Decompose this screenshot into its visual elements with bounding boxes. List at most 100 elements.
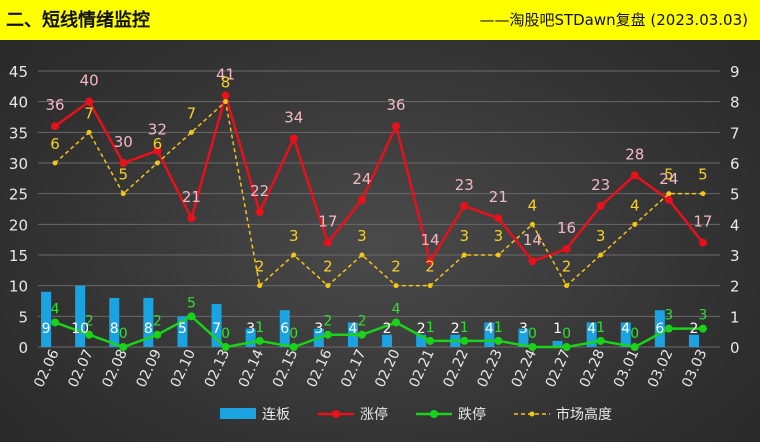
label-lianban: 3 — [519, 321, 528, 337]
label-dieting: 2 — [323, 314, 332, 330]
point-涨停 — [698, 238, 707, 247]
label-height: 6 — [153, 135, 163, 153]
label-dieting: 4 — [392, 301, 401, 317]
label-lianban: 2 — [451, 321, 460, 337]
label-zhangting: 24 — [659, 170, 678, 188]
point-跌停 — [85, 330, 94, 339]
label-lianban: 1 — [553, 321, 562, 337]
point-跌停 — [392, 318, 401, 327]
x-tick: 02.15 — [270, 347, 301, 390]
label-zhangting: 17 — [693, 213, 712, 231]
bar-lianban — [177, 316, 188, 347]
label-height: 8 — [221, 74, 231, 92]
label-height: 3 — [459, 227, 469, 245]
label-lianban: 4 — [348, 321, 357, 337]
point-跌停 — [153, 330, 162, 339]
point-市场高度 — [495, 252, 501, 258]
point-跌停 — [426, 336, 435, 345]
point-市场高度 — [52, 160, 58, 166]
y-tick-left: 15 — [9, 247, 28, 265]
label-height: 2 — [562, 258, 572, 276]
label-lianban: 5 — [178, 321, 187, 337]
label-height: 4 — [528, 196, 538, 214]
line-跌停 — [54, 314, 703, 349]
label-lianban: 4 — [621, 321, 630, 337]
point-涨停 — [426, 257, 435, 266]
point-跌停 — [460, 336, 469, 345]
label-zhangting: 40 — [80, 72, 99, 90]
label-dieting: 4 — [51, 301, 60, 317]
left-axis-ticks: 0 5 10 15 20 25 30 35 40 45 — [9, 63, 28, 357]
label-zhangting: 24 — [352, 170, 371, 188]
label-zhangting: 21 — [489, 188, 508, 206]
label-lianban: 8 — [110, 321, 119, 337]
label-zhangting: 32 — [148, 121, 167, 139]
label-zhangting: 34 — [284, 108, 303, 126]
point-涨停 — [562, 244, 571, 253]
label-zhangting: 21 — [182, 188, 201, 206]
label-height: 3 — [289, 227, 299, 245]
point-市场高度 — [564, 283, 570, 289]
source-credit: ——淘股吧STDawn复盘 (2023.03.03) — [479, 11, 748, 29]
point-跌停 — [221, 343, 230, 351]
point-市场高度 — [632, 221, 638, 227]
bar-lianban — [518, 328, 529, 347]
data-labels: 3640303221412234172436142321141623282417… — [42, 66, 713, 342]
label-zhangting: 17 — [318, 213, 337, 231]
legend-swatch-连板 — [220, 408, 256, 419]
label-height: 2 — [255, 258, 265, 276]
label-dieting: 0 — [221, 326, 230, 342]
label-dieting: 0 — [630, 326, 639, 342]
label-zhangting: 16 — [557, 219, 576, 237]
x-tick: 02.27 — [543, 347, 574, 390]
point-市场高度 — [188, 129, 194, 135]
legend-label-连板: 连板 — [262, 407, 290, 423]
label-dieting: 0 — [289, 326, 298, 342]
point-涨停 — [596, 201, 605, 210]
line-series — [51, 90, 707, 351]
point-市场高度 — [461, 252, 467, 258]
label-lianban: 2 — [689, 321, 698, 337]
bar-lianban — [484, 322, 495, 347]
point-市场高度 — [120, 191, 126, 197]
point-涨停 — [528, 257, 537, 266]
legend-label-市场高度: 市场高度 — [556, 406, 612, 423]
label-height: 6 — [50, 135, 60, 153]
bar-lianban — [416, 334, 427, 347]
point-市场高度 — [598, 252, 604, 258]
x-tick: 02.22 — [440, 347, 471, 390]
label-dieting: 3 — [664, 308, 673, 324]
label-zhangting: 41 — [216, 66, 235, 84]
bar-lianban — [279, 310, 290, 347]
label-lianban: 8 — [144, 321, 153, 337]
bar-lianban — [586, 322, 597, 347]
label-lianban: 2 — [417, 321, 426, 337]
legend-marker-跌停 — [430, 410, 438, 418]
label-zhangting: 14 — [421, 231, 440, 249]
label-dieting: 1 — [596, 320, 605, 336]
point-涨停 — [392, 122, 401, 131]
bar-lianban — [688, 334, 699, 347]
point-涨停 — [630, 171, 639, 180]
point-市场高度 — [529, 221, 535, 227]
y-tick-right: 7 — [730, 124, 740, 142]
bar-lianban — [109, 297, 120, 347]
label-lianban: 3 — [246, 321, 255, 337]
point-跌停 — [289, 343, 298, 351]
legend-marker-市场高度 — [529, 411, 535, 417]
label-lianban: 3 — [314, 321, 323, 337]
point-跌停 — [323, 330, 332, 339]
y-tick-left: 45 — [9, 63, 28, 81]
label-height: 2 — [425, 258, 435, 276]
y-tick-left: 30 — [9, 155, 28, 173]
y-tick-left: 5 — [18, 308, 28, 326]
point-涨停 — [494, 214, 503, 223]
point-跌停 — [357, 330, 366, 339]
label-height: 5 — [698, 166, 708, 184]
label-lianban: 9 — [42, 321, 51, 337]
bar-lianban — [211, 304, 222, 347]
point-市场高度 — [427, 283, 433, 289]
bar-lianban — [41, 291, 52, 347]
legend: 连板 涨停 跌停 市场高度 — [220, 406, 612, 423]
point-跌停 — [119, 343, 128, 351]
